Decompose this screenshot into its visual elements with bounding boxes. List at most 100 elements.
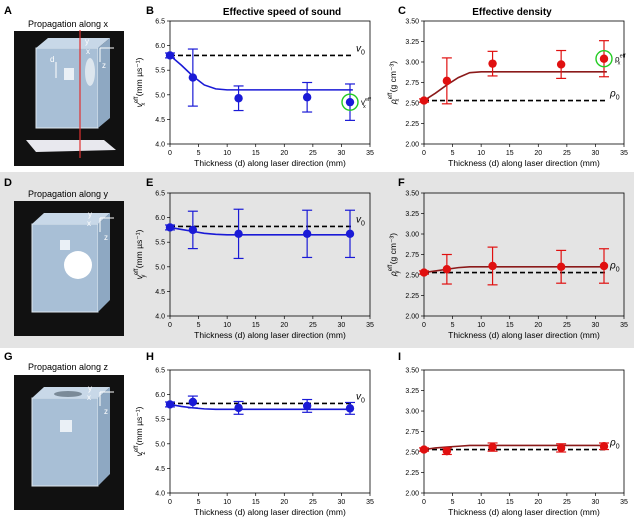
- y-axis-label-superscript: eff: [388, 92, 394, 99]
- y-axis-label-superscript: eff: [134, 96, 140, 103]
- axis-y-label: y: [85, 37, 89, 46]
- fit-curve: [169, 54, 353, 91]
- fit-curve: [423, 265, 607, 274]
- data-point: [345, 229, 355, 239]
- data-point: [234, 229, 243, 239]
- axis-z-label: z: [104, 233, 108, 242]
- x-tick-label: 0: [422, 150, 426, 157]
- y-axis-label: veffx (mm µs⁻¹): [134, 57, 147, 107]
- data-point: [234, 94, 243, 103]
- y-tick-label: 2.00: [405, 491, 419, 498]
- reference-label: ρ0: [609, 261, 620, 274]
- inclusion-block: [60, 420, 72, 432]
- x-tick-label: 10: [223, 322, 231, 329]
- y-tick-label: 2.00: [405, 142, 419, 149]
- y-axis-label-superscript: eff: [388, 264, 394, 271]
- data-point: [488, 442, 497, 452]
- x-tick-label: 0: [168, 150, 172, 157]
- highlight-label: veff x: [361, 97, 371, 110]
- x-tick-label: 20: [534, 322, 542, 329]
- x-axis-label: Thickness (d) along laser direction (mm): [194, 330, 346, 340]
- x-tick-label: 10: [477, 150, 485, 157]
- axis-z-label: z: [104, 407, 108, 416]
- x-tick-label: 10: [223, 150, 231, 157]
- chart-b: 0 5 10 15 20 25 30 35 4.0 4.5 5.0 5.5 6.0 6.5 Thicknes…: [134, 19, 374, 169]
- y-tick-label: 3.00: [405, 232, 419, 239]
- x-tick-label: 20: [280, 322, 288, 329]
- data-point: [599, 261, 609, 271]
- thickness-label: d: [50, 55, 54, 64]
- data-point: [442, 446, 452, 456]
- y-tick-label: 2.75: [405, 252, 419, 259]
- data-point: [556, 60, 566, 69]
- y-tick-label: 3.25: [405, 388, 419, 395]
- y-tick-label: 4.5: [155, 466, 165, 473]
- data-point: [302, 401, 312, 411]
- y-tick-label: 4.5: [155, 289, 165, 296]
- data-point: [188, 225, 198, 235]
- y-tick-label: 3.50: [405, 368, 419, 375]
- data-point: [599, 442, 609, 451]
- inclusion-disc: [54, 391, 82, 397]
- x-tick-label: 0: [168, 499, 172, 506]
- data-point: [556, 443, 566, 453]
- data-point: [419, 445, 429, 454]
- data-point: [599, 54, 609, 63]
- y-axis-label-symbol: v: [134, 274, 144, 279]
- reference-label-subscript: 0: [616, 444, 620, 451]
- x-axis-label: Thickness (d) along laser direction (mm): [194, 158, 346, 168]
- fit-curve: [423, 71, 607, 102]
- data-point: [419, 268, 429, 277]
- highlight-label: ρeff x: [615, 54, 626, 67]
- panel-letter-a: A: [4, 5, 12, 17]
- highlight-label-subscript: x: [363, 104, 366, 110]
- x-tick-label: 20: [534, 499, 542, 506]
- x-tick-label: 30: [338, 499, 346, 506]
- y-tick-label: 6.5: [155, 368, 165, 375]
- reference-label-subscript: 0: [616, 267, 620, 274]
- y-tick-label: 6.5: [155, 191, 165, 198]
- highlight-ring: [595, 50, 613, 68]
- y-tick-label: 2.50: [405, 101, 419, 108]
- reference-label: v0: [356, 214, 365, 227]
- y-tick-label: 3.25: [405, 211, 419, 218]
- reference-label-subscript: 0: [361, 49, 365, 56]
- x-tick-label: 0: [422, 322, 426, 329]
- y-tick-label: 3.50: [405, 19, 419, 26]
- x-tick-label: 25: [563, 499, 571, 506]
- reference-label-symbol: ρ: [609, 89, 616, 100]
- cube-shadow-plane: [26, 140, 116, 152]
- highlight-label-symbol: ρ: [615, 55, 620, 64]
- x-tick-label: 0: [168, 322, 172, 329]
- y-axis-label-superscript: eff: [134, 268, 140, 275]
- y-tick-label: 2.25: [405, 293, 419, 300]
- reference-label: ρ0: [609, 89, 620, 102]
- x-axis-label: Thickness (d) along laser direction (mm): [194, 507, 346, 517]
- cube-illustration-z: y x z: [14, 375, 124, 510]
- x-tick-label: 15: [252, 322, 260, 329]
- data-point: [302, 229, 312, 239]
- reference-label: v0: [356, 391, 365, 404]
- x-tick-label: 10: [477, 499, 485, 506]
- cube-top-face: [32, 213, 110, 224]
- data-point: [488, 261, 497, 271]
- reference-label-subscript: 0: [361, 220, 365, 227]
- y-axis-label-unit: (mm µs⁻¹): [134, 229, 144, 270]
- y-tick-label: 6.0: [155, 43, 165, 50]
- x-tick-label: 15: [252, 499, 260, 506]
- highlight-label-superscript: eff: [365, 97, 371, 103]
- x-tick-label: 30: [592, 150, 600, 157]
- y-axis-label: veffy (mm µs⁻¹): [134, 229, 147, 279]
- y-tick-label: 3.25: [405, 39, 419, 46]
- y-axis-label: ρeffy (g cm⁻³): [388, 233, 401, 277]
- reference-label-symbol: ρ: [609, 438, 616, 449]
- plot-frame: [423, 369, 625, 494]
- propagation-y-label: Propagation along y: [28, 189, 109, 199]
- x-tick-label: 15: [506, 499, 514, 506]
- highlight-label-superscript: eff: [620, 54, 626, 60]
- x-tick-label: 10: [223, 499, 231, 506]
- x-tick-label: 35: [620, 150, 628, 157]
- y-axis-label-subscript: x: [141, 103, 147, 106]
- panel-letter-i: I: [398, 351, 401, 363]
- y-tick-label: 5.5: [155, 68, 165, 75]
